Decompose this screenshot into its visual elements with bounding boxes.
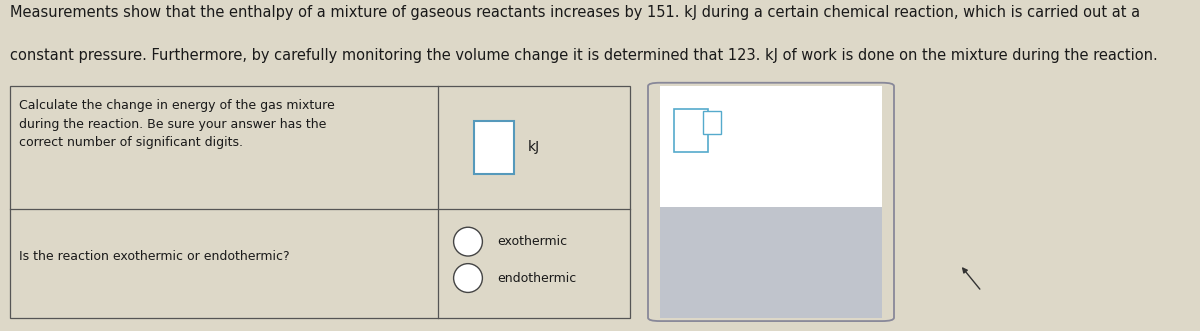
- Ellipse shape: [454, 263, 482, 293]
- Text: Calculate the change in energy of the gas mixture
during the reaction. Be sure y: Calculate the change in energy of the ga…: [19, 99, 335, 149]
- Text: Is the reaction exothermic or endothermic?: Is the reaction exothermic or endothermi…: [19, 250, 290, 263]
- Text: Measurements show that the enthalpy of a mixture of gaseous reactants increases : Measurements show that the enthalpy of a…: [10, 5, 1140, 20]
- Text: kJ: kJ: [528, 140, 540, 154]
- Text: endothermic: endothermic: [497, 271, 576, 285]
- FancyBboxPatch shape: [703, 111, 721, 134]
- FancyBboxPatch shape: [660, 86, 882, 207]
- FancyBboxPatch shape: [660, 207, 882, 318]
- Text: ×: ×: [719, 253, 734, 272]
- FancyBboxPatch shape: [474, 121, 514, 174]
- Ellipse shape: [454, 227, 482, 256]
- Text: exothermic: exothermic: [497, 235, 566, 248]
- Text: ↺: ↺: [803, 253, 820, 272]
- Text: x10: x10: [713, 126, 732, 136]
- Text: constant pressure. Furthermore, by carefully monitoring the volume change it is : constant pressure. Furthermore, by caref…: [10, 48, 1157, 63]
- FancyBboxPatch shape: [674, 109, 708, 152]
